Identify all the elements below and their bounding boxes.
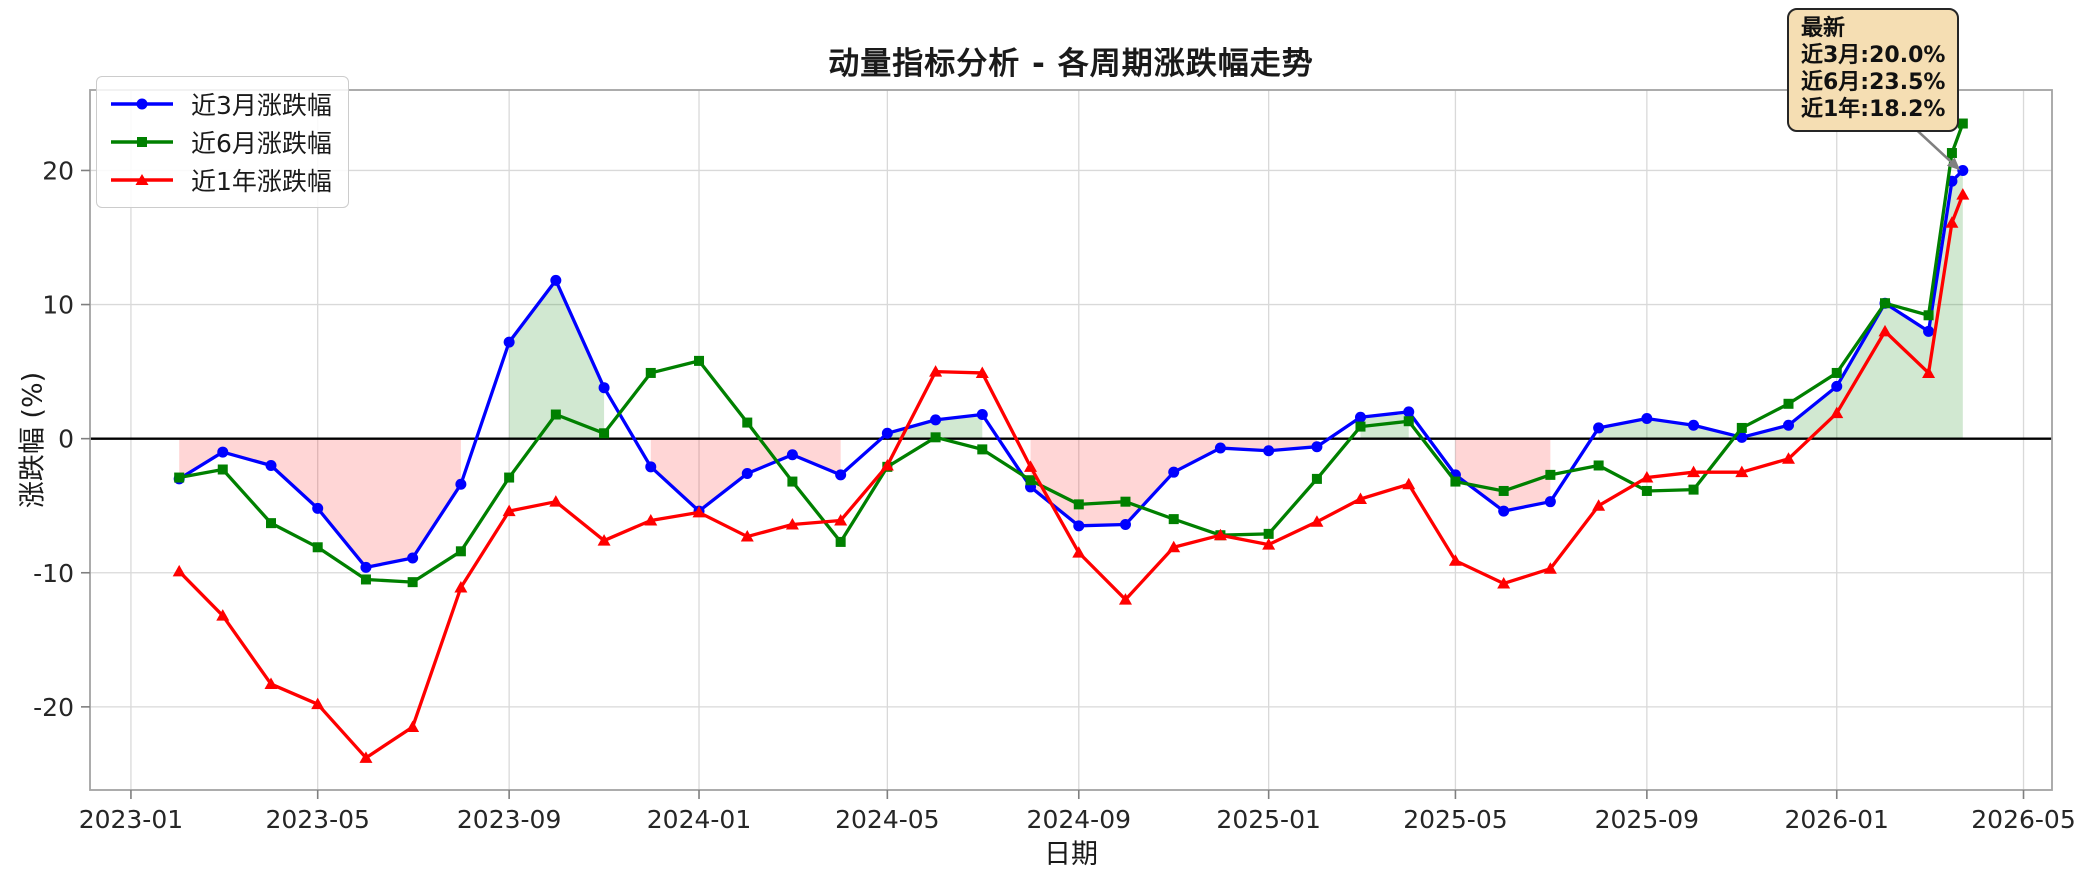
annotation-line-3m: 近3月:20.0% bbox=[1801, 43, 1946, 68]
legend-label-1y: 近1年涨跌幅 bbox=[191, 167, 332, 196]
legend-item-6m: 近6月涨跌幅 bbox=[109, 123, 332, 161]
legend: 近3月涨跌幅 近6月涨跌幅 近1年涨跌幅 bbox=[96, 76, 349, 208]
annotation-line-title: 最新 bbox=[1801, 16, 1846, 41]
y-tick-label: 20 bbox=[42, 156, 74, 185]
x-tick-label: 2025-01 bbox=[1216, 805, 1320, 834]
x-tick-label: 2023-05 bbox=[265, 805, 369, 834]
series-line-1y bbox=[172, 188, 1970, 763]
x-tick-label: 2023-01 bbox=[79, 805, 183, 834]
y-axis-label: 涨跌幅 (%) bbox=[17, 371, 49, 509]
x-tick-label: 2026-05 bbox=[1971, 805, 2075, 834]
legend-label-3m: 近3月涨跌幅 bbox=[191, 91, 332, 120]
x-tick-label: 2023-09 bbox=[457, 805, 561, 834]
x-axis-label: 日期 bbox=[1044, 839, 1098, 870]
legend-item-3m: 近3月涨跌幅 bbox=[109, 85, 332, 123]
legend-item-1y: 近1年涨跌幅 bbox=[109, 161, 332, 199]
annotation-line-6m: 近6月:23.5% bbox=[1801, 70, 1946, 95]
annotation-line-1y: 近1年:18.2% bbox=[1801, 97, 1946, 122]
fill-polygon bbox=[887, 414, 983, 439]
x-tick-label: 2026-01 bbox=[1785, 805, 1889, 834]
x-tick-label: 2024-09 bbox=[1027, 805, 1131, 834]
x-tick-label: 2025-09 bbox=[1595, 805, 1699, 834]
legend-line-square-sample bbox=[111, 137, 173, 147]
x-tick-label: 2024-05 bbox=[835, 805, 939, 834]
y-tick-label: 0 bbox=[58, 425, 74, 454]
y-tick-label: -10 bbox=[33, 559, 74, 588]
legend-line-triangle-sample bbox=[111, 174, 173, 185]
fill-polygon bbox=[1455, 438, 1551, 512]
series-line-3m bbox=[173, 164, 1969, 573]
series-line-6m bbox=[174, 118, 1968, 588]
y-tick-label: -20 bbox=[33, 693, 74, 722]
fill-polygon bbox=[179, 438, 461, 568]
legend-label-6m: 近6月涨跌幅 bbox=[191, 129, 332, 158]
legend-line-circle-sample bbox=[111, 98, 173, 110]
x-tick-label: 2025-05 bbox=[1403, 805, 1507, 834]
plot-spines bbox=[89, 89, 2053, 791]
fill-polygon bbox=[650, 438, 841, 512]
y-tick-label: 10 bbox=[42, 291, 74, 320]
fill-polygon bbox=[1598, 170, 1963, 439]
axis-ticks: 2023-01 2023-05 2023-09 2024-01 2024-05 2024-… bbox=[33, 156, 2076, 834]
x-tick-label: 2024-01 bbox=[647, 805, 751, 834]
chart-title: 动量指标分析 - 各周期涨跌幅走势 bbox=[828, 46, 1314, 82]
fill-polygon bbox=[509, 280, 605, 439]
annotation-box: 最新 近3月:20.0% 近6月:23.5% 近1年:18.2% bbox=[1787, 8, 1960, 132]
